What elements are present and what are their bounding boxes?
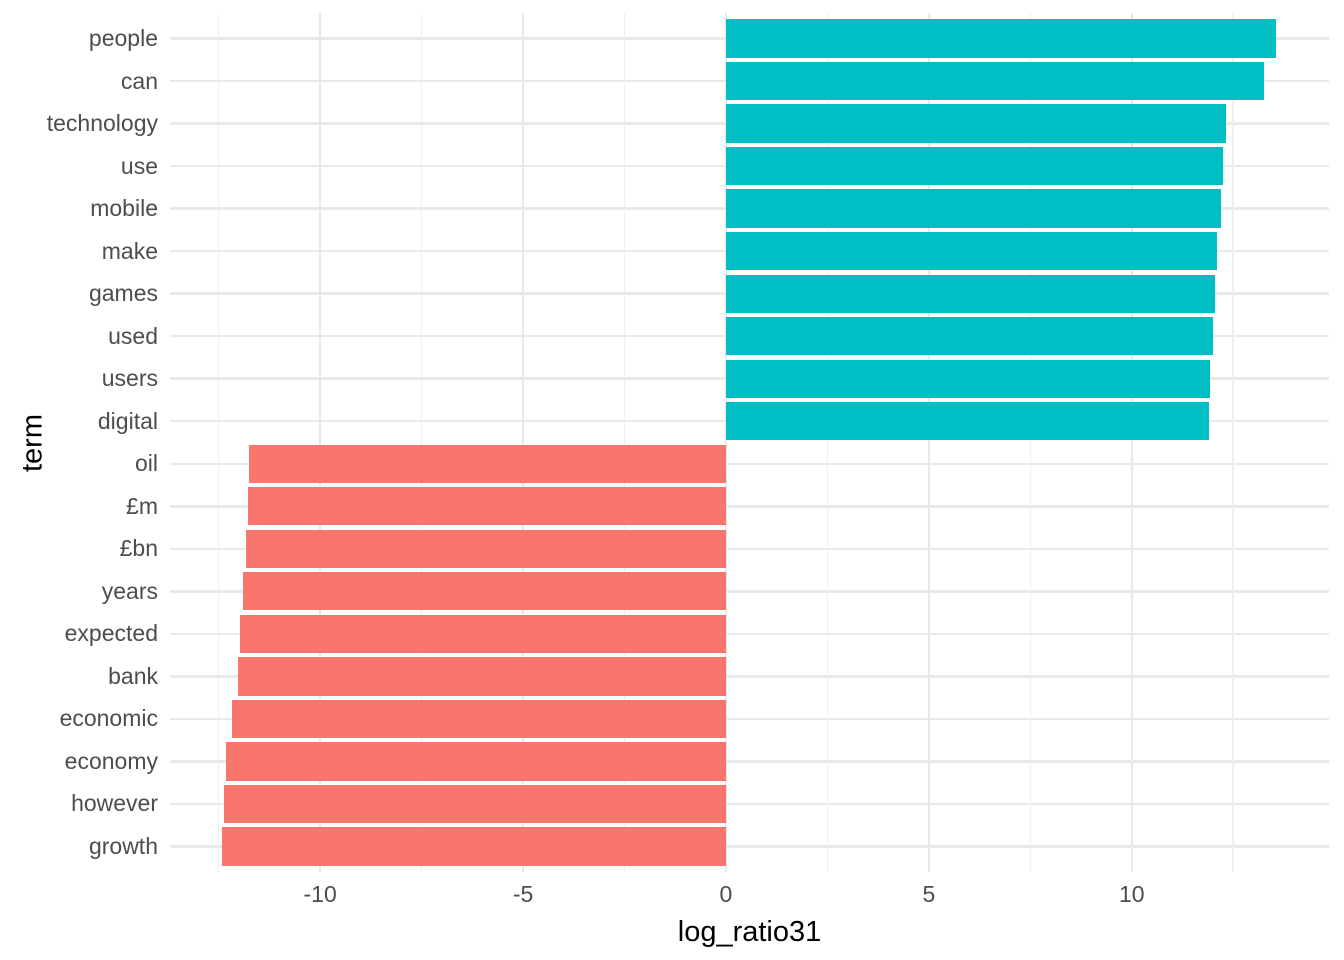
y-tick-label: economic: [59, 705, 158, 732]
gridline-vertical-minor: [623, 13, 626, 872]
bar-mobile: [725, 189, 1221, 228]
gridline-horizontal-major: [170, 547, 1329, 551]
bar-make: [725, 232, 1217, 271]
bar-games: [725, 274, 1216, 313]
gridline-horizontal-major: [170, 717, 1329, 721]
bar-economy: [225, 742, 726, 781]
y-tick-label: however: [71, 790, 158, 817]
gridline-horizontal-major: [170, 632, 1329, 636]
y-tick-label: users: [101, 365, 158, 392]
gridline-horizontal-major: [170, 760, 1329, 763]
gridline-horizontal-major: [170, 675, 1329, 678]
y-tick-label: years: [101, 577, 158, 604]
gridline-vertical-minor: [826, 13, 829, 872]
bar-digital: [725, 402, 1209, 441]
gridline-vertical-major: [927, 13, 931, 872]
bar-use: [725, 146, 1223, 186]
y-tick-label: can: [120, 67, 158, 94]
x-tick-label: 0: [719, 881, 733, 907]
y-tick-label: economy: [64, 747, 158, 774]
y-tick-label: make: [101, 237, 158, 264]
gridline-horizontal-major: [170, 462, 1329, 465]
y-tick-label: people: [88, 25, 158, 51]
bar-technology: [725, 104, 1226, 143]
gridline-vertical-major: [1130, 13, 1134, 872]
x-tick-label: -5: [512, 881, 534, 907]
bar-used: [725, 317, 1213, 356]
y-tick-label: £bn: [119, 535, 158, 562]
gridline-horizontal-major: [170, 802, 1329, 806]
gridline-vertical-minor: [1232, 13, 1235, 872]
x-tick-label: 5: [922, 881, 936, 907]
gridline-vertical-minor: [1029, 13, 1032, 872]
bar-bank: [237, 657, 726, 696]
gridline-vertical-major: [724, 13, 728, 872]
gridline-vertical-major: [318, 13, 322, 872]
gridline-horizontal-major: [170, 845, 1329, 848]
y-tick-label: mobile: [90, 195, 158, 222]
bar-years: [243, 572, 726, 611]
bar-however: [223, 784, 726, 824]
gridline-horizontal-major: [170, 590, 1329, 593]
bar-users: [725, 359, 1210, 398]
x-tick-label: 10: [1118, 881, 1145, 907]
y-tick-label: used: [108, 322, 158, 349]
y-tick-label: £m: [126, 492, 158, 519]
y-tick-label: digital: [97, 407, 158, 434]
gridline-vertical-minor: [217, 13, 220, 872]
bar-economic: [232, 699, 726, 739]
y-tick-label: growth: [88, 832, 158, 859]
bar-expected: [239, 614, 726, 653]
gridline-vertical-minor: [420, 13, 423, 872]
bar-£bn: [245, 529, 726, 568]
y-tick-label: games: [88, 280, 158, 307]
x-tick-label: -10: [303, 881, 337, 907]
x-axis-title: log_ratio31: [677, 916, 822, 948]
y-tick-label: technology: [46, 110, 158, 137]
bar-oil: [248, 444, 726, 483]
bar-can: [725, 61, 1265, 101]
y-tick-label: oil: [134, 450, 158, 477]
y-tick-label: expected: [64, 620, 158, 647]
bar-growth: [222, 827, 726, 866]
bar-people: [725, 19, 1276, 58]
y-tick-label: use: [120, 152, 158, 179]
gridline-vertical-major: [521, 13, 525, 872]
gridline-horizontal-major: [170, 505, 1329, 508]
y-tick-label: bank: [108, 662, 158, 689]
plot-panel: [170, 13, 1329, 872]
bar-£m: [247, 487, 726, 526]
